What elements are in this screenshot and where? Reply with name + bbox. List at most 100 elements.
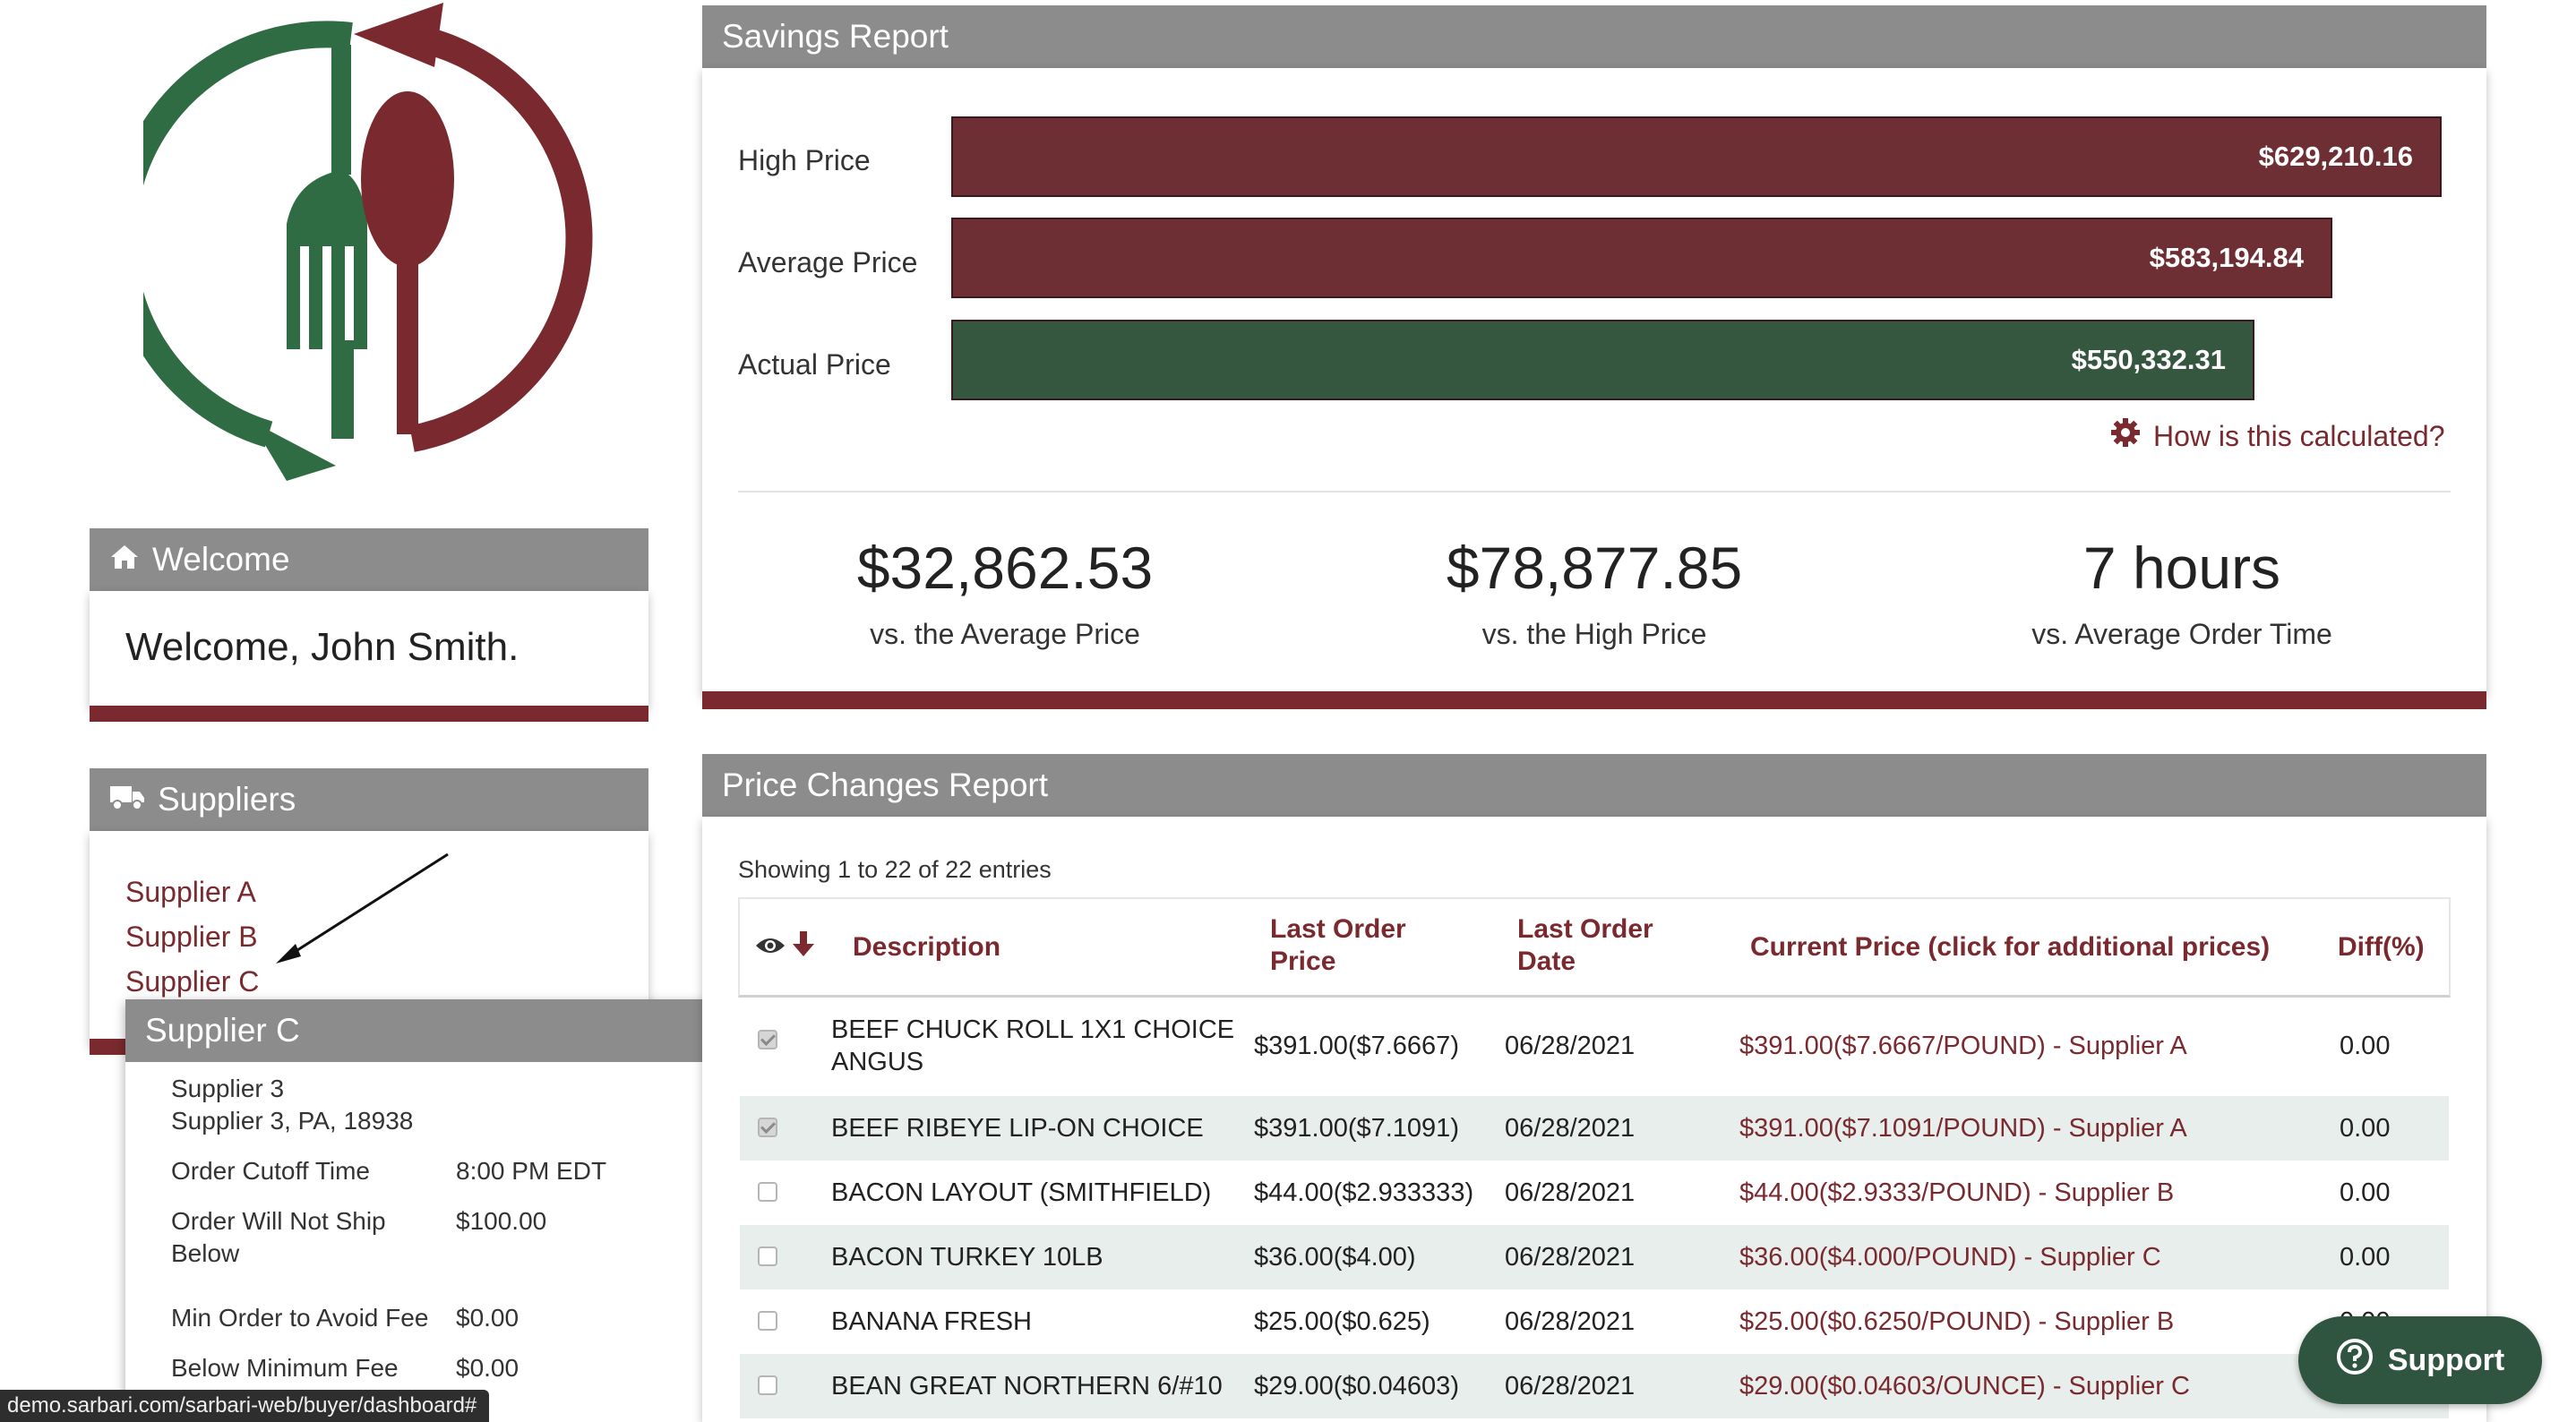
row-current-price[interactable]: $36.00($4.000/POUND) - Supplier C	[1739, 1243, 2161, 1272]
table-row: BANANA FRESH $25.00($0.625) 06/28/2021 $…	[740, 1289, 2449, 1354]
table-row: BACON TURKEY 10LB $36.00($4.00) 06/28/20…	[740, 1225, 2449, 1289]
savings-title: Savings Report	[722, 18, 949, 55]
row-checkbox[interactable]	[758, 1246, 777, 1266]
row-current-price[interactable]: $391.00($7.1091/POUND) - Supplier A	[1739, 1114, 2187, 1143]
supplier-popover: Supplier C Supplier 3 Supplier 3, PA, 18…	[125, 999, 738, 1422]
row-last-price: $391.00($7.1091)	[1254, 1114, 1459, 1143]
row-checkbox[interactable]	[758, 1182, 777, 1202]
welcome-title: Welcome	[152, 541, 290, 578]
gear-icon	[2110, 417, 2141, 455]
column-header-last-order-date[interactable]: Last Order Date	[1517, 913, 1653, 978]
bar-value: $550,332.31	[2071, 344, 2226, 375]
row-description: BEEF RIBEYE LIP-ON CHOICE	[831, 1114, 1204, 1143]
row-date: 06/28/2021	[1505, 1178, 1636, 1207]
table-row: BEEF CHUCK ROLL 1X1 CHOICE ANGUS $391.00…	[740, 999, 2449, 1080]
bar-value: $629,210.16	[2258, 141, 2413, 172]
row-checkbox[interactable]	[758, 1118, 777, 1137]
bar-label-high: High Price	[738, 144, 871, 176]
table-row: BEEF RIBEYE LIP-ON CHOICE $391.00($7.109…	[740, 1096, 2449, 1161]
row-description-line: BEEF CHUCK ROLL 1X1 CHOICE	[831, 1015, 1235, 1044]
column-header-current-price[interactable]: Current Price (click for additional pric…	[1750, 932, 2271, 962]
supplier-link-c[interactable]: Supplier C	[125, 965, 260, 998]
table-header	[738, 897, 2451, 998]
bar-average-price: $583,194.84	[951, 218, 2332, 298]
savings-footer-bar	[702, 691, 2486, 709]
field-label: Below Minimum Fee	[171, 1354, 399, 1382]
row-diff: 0.00	[2340, 1032, 2391, 1060]
row-description-line: ANGUS	[831, 1048, 924, 1076]
truck-icon	[109, 781, 145, 818]
row-last-price: $44.00($2.933333)	[1254, 1178, 1474, 1207]
row-description: BANANA FRESH	[831, 1307, 1032, 1336]
supplier-link-b[interactable]: Supplier B	[125, 921, 258, 953]
field-label: Order Cutoff Time	[171, 1157, 371, 1185]
row-checkbox[interactable]	[758, 1375, 777, 1395]
row-diff: 0.00	[2340, 1114, 2391, 1143]
row-date: 06/28/2021	[1505, 1032, 1636, 1060]
row-last-price: $29.00($0.04603)	[1254, 1372, 1459, 1401]
welcome-body: Welcome, John Smith.	[90, 591, 648, 707]
column-header-last-order-price[interactable]: Last Order Price	[1270, 913, 1406, 978]
stat-caption-order-time: vs. Average Order Time	[2031, 618, 2332, 650]
row-date: 06/28/2021	[1505, 1114, 1636, 1143]
row-last-price: $25.00($0.625)	[1254, 1307, 1430, 1336]
row-diff: 0.00	[2340, 1243, 2391, 1272]
supplier-name: Supplier 3	[171, 1075, 285, 1102]
welcome-message: Welcome, John Smith.	[125, 625, 519, 669]
suppliers-header: Suppliers	[90, 768, 648, 831]
row-date: 06/28/2021	[1505, 1372, 1636, 1401]
supplier-link-a[interactable]: Supplier A	[125, 876, 256, 908]
row-current-price[interactable]: $44.00($2.9333/POUND) - Supplier B	[1739, 1178, 2175, 1207]
row-current-price[interactable]: $25.00($0.6250/POUND) - Supplier B	[1739, 1307, 2175, 1336]
pointer-arrow-icon	[269, 849, 457, 970]
logo	[108, 0, 609, 488]
row-last-price: $391.00($7.6667)	[1254, 1032, 1459, 1060]
bar-label-actual: Actual Price	[738, 348, 891, 381]
column-header-line: Last Order	[1270, 914, 1406, 944]
column-header-diff[interactable]: Diff(%)	[2338, 932, 2425, 962]
row-description: BACON LAYOUT (SMITHFIELD)	[831, 1178, 1212, 1207]
price-changes-header: Price Changes Report	[702, 754, 2486, 817]
welcome-footer-bar	[90, 706, 648, 722]
row-description: BACON TURKEY 10LB	[831, 1243, 1103, 1272]
field-value: $100.00	[456, 1207, 547, 1235]
stat-caption-average: vs. the Average Price	[870, 618, 1140, 650]
table-row: BACON LAYOUT (SMITHFIELD) $44.00($2.9333…	[740, 1161, 2449, 1225]
divider	[738, 491, 2451, 493]
price-changes-title: Price Changes Report	[722, 767, 1049, 803]
status-bar-url: demo.sarbari.com/sarbari-web/buyer/dashb…	[0, 1390, 490, 1422]
stat-value-order-time: 7 hours	[2082, 535, 2281, 601]
supplier-popover-title: Supplier C	[145, 1012, 300, 1049]
eye-icon[interactable]	[754, 935, 786, 961]
field-value: $0.00	[456, 1354, 519, 1382]
row-description: BEEF CHUCK ROLL 1X1 CHOICE ANGUS	[831, 1014, 1234, 1078]
supplier-popover-header: Supplier C	[125, 999, 738, 1062]
table-row: BEAN GREAT NORTHERN 6/#10 $29.00($0.0460…	[740, 1354, 2449, 1418]
how-calculated-link[interactable]: How is this calculated?	[2110, 417, 2444, 455]
row-checkbox[interactable]	[758, 1311, 777, 1331]
row-date: 06/28/2021	[1505, 1307, 1636, 1336]
field-value: 8:00 PM EDT	[456, 1157, 607, 1185]
stat-value-average: $32,862.53	[856, 535, 1154, 601]
row-checkbox[interactable]	[758, 1030, 777, 1049]
row-current-price[interactable]: $29.00($0.04603/OUNCE) - Supplier C	[1739, 1372, 2190, 1401]
how-calculated-text: How is this calculated?	[2153, 419, 2445, 452]
support-button[interactable]: Support	[2298, 1316, 2542, 1404]
bar-value: $583,194.84	[2149, 242, 2304, 273]
entries-info: Showing 1 to 22 of 22 entries	[738, 856, 1052, 883]
column-header-line: Price	[1270, 947, 1336, 976]
bar-label-average: Average Price	[738, 246, 918, 278]
column-header-line: Last Order	[1517, 914, 1653, 944]
stat-caption-high: vs. the High Price	[1481, 618, 1707, 650]
support-label: Support	[2387, 1342, 2505, 1377]
bar-actual-price: $550,332.31	[951, 320, 2254, 400]
welcome-header: Welcome	[90, 528, 648, 591]
sort-down-icon[interactable]	[792, 929, 815, 963]
column-header-description[interactable]: Description	[853, 932, 1001, 962]
field-label: Min Order to Avoid Fee	[171, 1304, 429, 1332]
field-label: Order Will Not Ship Below	[171, 1207, 386, 1267]
row-last-price: $36.00($4.00)	[1254, 1243, 1416, 1272]
row-description: BEAN GREAT NORTHERN 6/#10	[831, 1372, 1223, 1401]
field-value: $0.00	[456, 1304, 519, 1332]
row-current-price[interactable]: $391.00($7.6667/POUND) - Supplier A	[1739, 1032, 2187, 1060]
